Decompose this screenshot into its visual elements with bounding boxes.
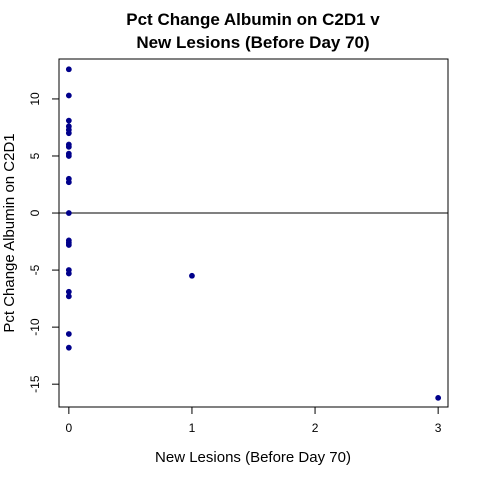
data-points [65,66,442,401]
y-tick-label: -5 [28,264,42,275]
x-tick-label: 2 [312,421,319,435]
y-tick-label: 5 [28,152,42,159]
data-point [65,92,72,99]
y-tick-label: 0 [28,209,42,216]
data-point [65,179,72,186]
y-axis-label: Pct Change Albumin on C2D1 [1,133,18,332]
data-point [65,130,72,137]
plot-frame [58,58,449,408]
data-point [435,394,442,401]
x-tick-label: 1 [189,421,196,435]
chart-title-line-2: New Lesions (Before Day 70) [136,33,369,52]
data-point [65,270,72,277]
data-point [65,331,72,337]
data-point [65,66,72,73]
data-point [65,153,72,159]
data-point [65,117,72,124]
chart-title-line-1: Pct Change Albumin on C2D1 v [126,10,380,29]
y-tick-label: -10 [28,318,42,336]
x-axis: 0 1 2 3 [66,406,442,435]
data-point [65,344,72,351]
data-point [65,210,72,216]
data-point [65,242,72,248]
data-point [65,293,72,300]
data-point [189,272,195,279]
x-axis-label: New Lesions (Before Day 70) [155,449,351,466]
data-point [65,143,72,150]
y-tick-label: -15 [28,375,42,393]
y-axis: -15 -10 -5 0 5 10 [28,92,60,393]
y-tick-label: 10 [28,92,42,106]
x-tick-label: 3 [435,421,442,435]
x-tick-label: 0 [66,421,73,435]
